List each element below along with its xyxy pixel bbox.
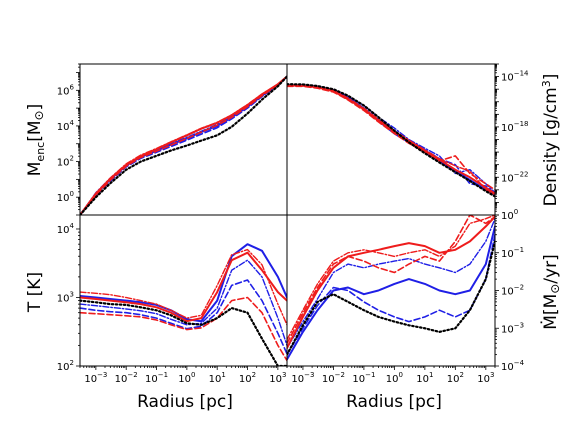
panel-enclosed-mass: 100 102 104 106 (57, 63, 288, 216)
x-tick-label: 101 (209, 371, 226, 385)
series-line-blue-dashed (80, 279, 287, 355)
panel-accretion-rate: 10−4 10−3 10−2 10−1 100 10−3 10−2 10−1 100 101 102… (286, 208, 525, 385)
x-tick-label: 10−2 (115, 371, 138, 385)
ylabel-accretion-rate: Ṁ[M⊙/yr] (540, 254, 562, 329)
xlabel-left: Radius [pc] (137, 392, 233, 412)
x-tick-label: 103 (477, 371, 494, 385)
series-line-black-dotted (80, 299, 287, 366)
y-tick-label: 10−1 (501, 246, 524, 260)
series-line-blue-dashdot (80, 75, 287, 215)
x-tick-label: 10−2 (322, 371, 345, 385)
y-tick-label: 106 (57, 83, 75, 97)
y-tick-label: 103 (57, 290, 74, 304)
panel-temperature: 102 103 104 10−3 10−2 10−1 100 101 102 103 (57, 214, 288, 385)
y-tick-label: 10−3 (501, 321, 524, 335)
y-tick-label: 104 (57, 119, 75, 133)
y-tick-label: 10−4 (501, 359, 525, 373)
x-tick-label: 10−3 (291, 371, 314, 385)
series-line-red-dashed (287, 215, 495, 345)
y-tick-label: 10−14 (501, 70, 529, 84)
series-line-blue-dashdot (80, 259, 287, 347)
series-line-red-solid (80, 75, 287, 215)
x-tick-label: 10−1 (352, 371, 375, 385)
y-tick-label: 100 (501, 208, 518, 222)
series-line-red-dashdot (80, 248, 287, 326)
series-line-blue-solid (80, 75, 287, 215)
x-tick-label: 102 (447, 371, 464, 385)
y-tick-label: 104 (57, 222, 75, 236)
series-line-red-solid (80, 251, 287, 323)
axes-frame (79, 214, 288, 367)
y-tick-label: 10−18 (501, 120, 529, 134)
series-line-black-dotted (80, 75, 287, 215)
series-line-red-solid (287, 215, 495, 349)
series-line-blue-solid (80, 243, 287, 323)
xlabel-right: Radius [pc] (346, 392, 442, 412)
x-tick-label: 10−1 (145, 371, 168, 385)
series-line-red-dashed (80, 296, 287, 362)
x-tick-label: 10−3 (84, 371, 107, 385)
x-tick-label: 101 (416, 371, 433, 385)
ylabel-temperature: T [K] (25, 272, 45, 313)
series-line-blue-dashed (287, 233, 495, 356)
ylabel-density: Density [g/cm3] (540, 74, 561, 207)
series-line-blue-dashdot (287, 217, 495, 349)
panel-density: 10−14 10−18 10−22 (286, 63, 529, 216)
ylabel-enclosed-mass: Menc[M⊙] (25, 104, 47, 176)
x-tick-label: 100 (178, 371, 195, 385)
y-tick-label: 102 (57, 155, 74, 169)
y-tick-label: 102 (57, 359, 74, 373)
series-line-blue-dashed (80, 75, 287, 215)
x-tick-label: 100 (386, 371, 403, 385)
series-line-black-dotted (287, 240, 495, 356)
y-tick-label: 100 (57, 190, 74, 204)
series-line-red-dashdot (80, 75, 287, 215)
series-line-red-dashed (80, 75, 287, 215)
x-tick-label: 102 (239, 371, 256, 385)
x-tick-label: 103 (269, 371, 286, 385)
series-line-black-dotted (287, 83, 495, 198)
y-tick-label: 10−2 (501, 284, 524, 298)
y-tick-label: 10−22 (501, 170, 529, 184)
series-line-red-dashed (287, 85, 495, 191)
series-line-red-dashdot (287, 215, 495, 341)
series-line-blue-solid (287, 225, 495, 361)
